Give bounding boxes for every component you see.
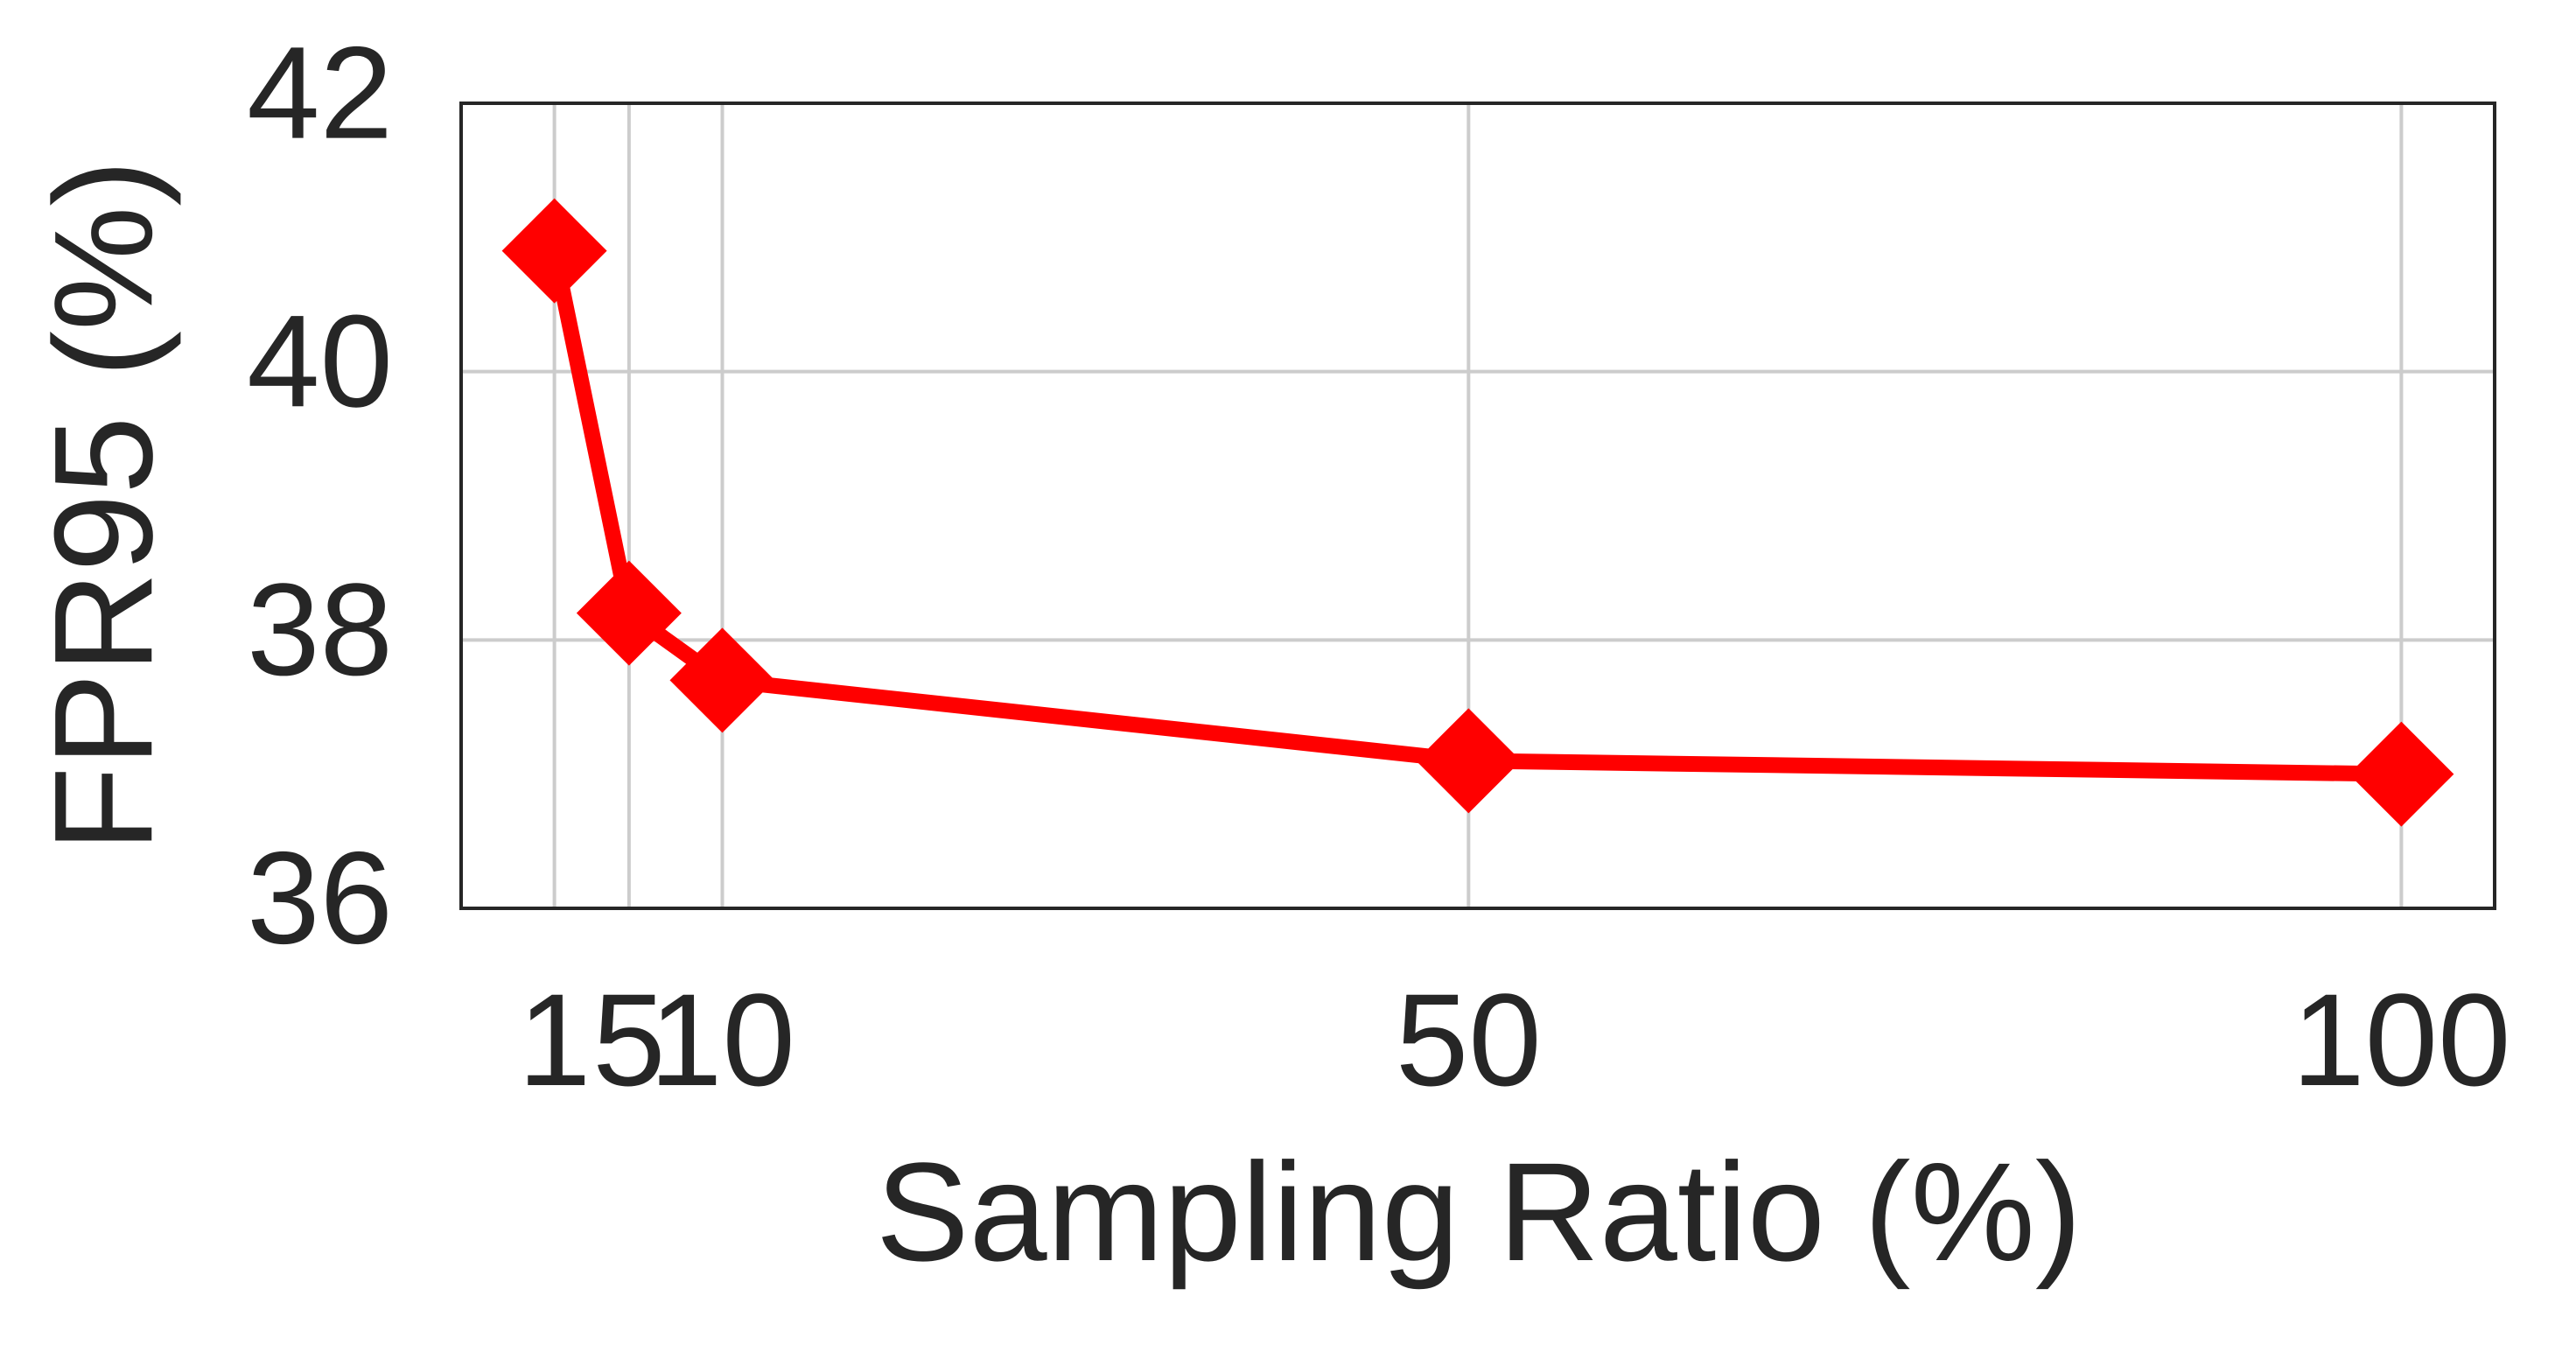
data-marker xyxy=(669,627,775,733)
data-marker xyxy=(501,198,607,304)
x-axis-label: Sampling Ratio (%) xyxy=(876,1133,2082,1290)
y-tick-label: 40 xyxy=(247,287,393,434)
x-tick-label: 5 xyxy=(592,966,665,1113)
data-line xyxy=(546,249,2402,782)
x-tick-label: 100 xyxy=(2292,966,2510,1113)
x-tick-label: 50 xyxy=(1396,966,1542,1113)
data-marker xyxy=(1416,708,1522,814)
plot-frame xyxy=(459,102,2496,910)
y-axis-label: FPR95 (%) xyxy=(24,159,181,851)
data-marker xyxy=(576,560,682,666)
x-tick-label: 1 xyxy=(518,966,591,1113)
data-marker xyxy=(2348,721,2454,827)
x-tick-label: 10 xyxy=(649,966,795,1113)
y-tick-label: 42 xyxy=(247,19,393,166)
y-tick-label: 36 xyxy=(247,824,393,971)
y-tick-label: 38 xyxy=(247,556,393,703)
